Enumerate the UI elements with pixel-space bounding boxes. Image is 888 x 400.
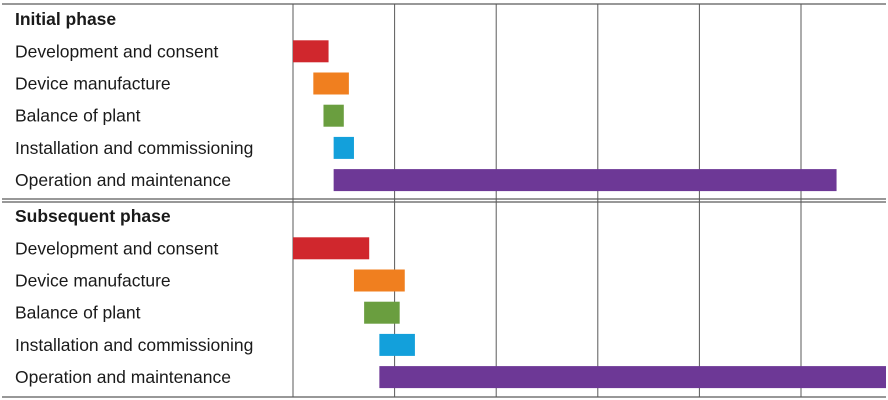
task-label: Balance of plant	[15, 303, 141, 323]
task-label: Operation and maintenance	[15, 367, 231, 387]
task-label: Operation and maintenance	[15, 170, 231, 190]
phase-heading: Initial phase	[15, 9, 116, 29]
task-bar	[323, 104, 344, 127]
phase-heading: Subsequent phase	[15, 206, 171, 226]
task-bar	[379, 366, 886, 389]
task-bar	[353, 269, 405, 292]
task-label: Device manufacture	[15, 74, 171, 94]
task-bar	[293, 237, 370, 260]
task-bar	[333, 136, 354, 159]
task-bar	[333, 169, 837, 192]
task-label: Development and consent	[15, 41, 218, 61]
task-label: Development and consent	[15, 238, 218, 258]
task-label: Installation and commissioning	[15, 138, 253, 158]
task-label: Device manufacture	[15, 271, 171, 291]
task-bar	[379, 333, 415, 356]
task-bar	[313, 72, 349, 95]
task-bar	[293, 40, 329, 63]
task-label: Installation and commissioning	[15, 335, 253, 355]
task-bar	[364, 301, 400, 324]
task-label: Balance of plant	[15, 106, 141, 126]
